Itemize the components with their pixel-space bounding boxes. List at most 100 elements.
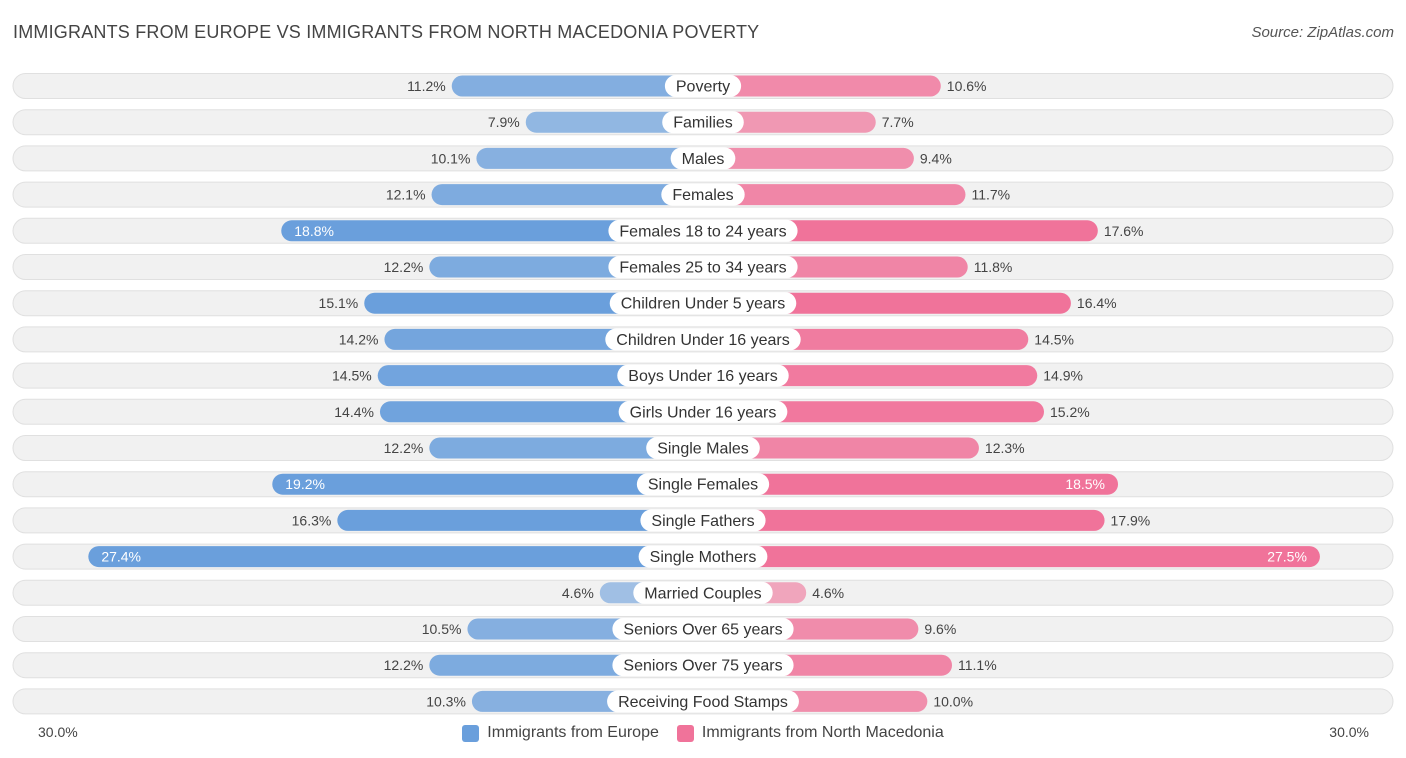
chart-legend: Immigrants from Europe Immigrants from N… (0, 722, 1406, 744)
value-label-north-macedonia-children-under-16-years: 14.5% (1034, 331, 1074, 347)
value-label-europe-males: 10.1% (431, 150, 471, 166)
value-label-north-macedonia-single-males: 12.3% (985, 440, 1025, 456)
category-pill-seniors-over-75-years (612, 654, 794, 677)
category-pill-boys-under-16-years (617, 364, 789, 387)
value-label-europe-single-mothers: 27.4% (101, 549, 141, 565)
value-label-north-macedonia-single-mothers: 27.5% (1267, 549, 1307, 565)
bar-north-macedonia-single-males (703, 437, 979, 459)
value-label-europe-married-couples: 4.6% (562, 585, 594, 601)
bar-north-macedonia-girls-under-16-years (703, 401, 1044, 423)
bar-north-macedonia-single-mothers (703, 546, 1320, 568)
bar-europe-single-females (272, 473, 703, 495)
bar-europe-males (476, 147, 703, 169)
bar-europe-single-fathers (337, 509, 703, 531)
value-label-europe-girls-under-16-years: 14.4% (334, 404, 374, 420)
value-label-europe-children-under-5-years: 15.1% (319, 295, 359, 311)
bar-europe-single-mothers (88, 546, 704, 568)
category-label-married-couples: Married Couples (644, 585, 761, 602)
category-pill-families (662, 111, 744, 134)
bar-north-macedonia-single-females (703, 473, 1119, 495)
value-label-north-macedonia-single-females: 18.5% (1065, 476, 1105, 492)
value-label-europe-single-males: 12.2% (384, 440, 424, 456)
legend-item-europe[interactable]: Immigrants from Europe (462, 724, 659, 742)
value-label-north-macedonia-females-25-to-34-years: 11.8% (974, 259, 1013, 275)
legend-item-north-macedonia[interactable]: Immigrants from North Macedonia (676, 724, 944, 742)
bar-europe-families (525, 111, 703, 133)
value-label-north-macedonia-males: 9.4% (920, 150, 952, 166)
category-pill-children-under-5-years (609, 292, 797, 315)
value-label-europe-single-fathers: 16.3% (292, 512, 332, 528)
legend-swatch-north-macedonia (676, 724, 694, 742)
legend-label-europe: Immigrants from Europe (487, 724, 659, 741)
category-label-single-females: Single Females (648, 477, 758, 494)
category-pill-single-mothers (638, 545, 768, 568)
category-label-single-mothers: Single Mothers (650, 549, 757, 566)
category-label-boys-under-16-years: Boys Under 16 years (628, 368, 777, 385)
bar-europe-females-18-to-24-years (281, 220, 703, 242)
bar-north-macedonia-children-under-5-years (703, 292, 1071, 314)
category-label-seniors-over-75-years: Seniors Over 75 years (623, 658, 782, 675)
bar-europe-females (431, 184, 703, 206)
value-label-north-macedonia-boys-under-16-years: 14.9% (1043, 368, 1083, 384)
bar-europe-poverty (451, 75, 703, 97)
value-label-north-macedonia-married-couples: 4.6% (812, 585, 844, 601)
value-label-europe-poverty: 11.2% (407, 78, 446, 94)
value-label-europe-females-18-to-24-years: 18.8% (294, 223, 334, 239)
chart-source: Source: ZipAtlas.com (1251, 24, 1394, 41)
category-pill-females-18-to-24-years (608, 219, 798, 242)
value-label-europe-children-under-16-years: 14.2% (339, 331, 379, 347)
bar-north-macedonia-poverty (703, 75, 941, 97)
category-label-females-18-to-24-years: Females 18 to 24 years (619, 223, 786, 240)
bar-europe-single-males (429, 437, 703, 459)
bar-north-macedonia-males (703, 147, 914, 169)
category-pill-males (670, 147, 736, 170)
category-label-children-under-16-years: Children Under 16 years (616, 332, 789, 349)
value-label-north-macedonia-families: 7.7% (882, 114, 914, 130)
legend-swatch-europe (462, 724, 480, 742)
bar-north-macedonia-females-18-to-24-years (703, 220, 1098, 242)
value-label-north-macedonia-poverty: 10.6% (947, 78, 987, 94)
value-label-europe-single-females: 19.2% (285, 476, 325, 492)
value-label-north-macedonia-girls-under-16-years: 15.2% (1050, 404, 1090, 420)
axis-label-right: 30.0% (1329, 724, 1369, 740)
value-label-europe-seniors-over-65-years: 10.5% (422, 621, 462, 637)
value-label-europe-females-25-to-34-years: 12.2% (384, 259, 424, 275)
category-label-single-fathers: Single Fathers (651, 513, 754, 530)
category-pill-single-fathers (640, 509, 766, 532)
axis-label-left: 30.0% (38, 724, 78, 740)
category-pill-seniors-over-65-years (612, 618, 794, 640)
category-label-seniors-over-65-years: Seniors Over 65 years (623, 622, 782, 639)
category-pill-married-couples (633, 581, 773, 604)
value-label-north-macedonia-females-18-to-24-years: 17.6% (1104, 223, 1144, 239)
category-label-females-25-to-34-years: Females 25 to 34 years (619, 260, 786, 277)
category-pill-receiving-food-stamps (607, 690, 799, 713)
category-pill-females (661, 183, 745, 206)
value-label-north-macedonia-seniors-over-75-years: 11.1% (958, 657, 997, 673)
category-pill-poverty (664, 75, 742, 97)
value-label-europe-females: 12.1% (386, 187, 426, 203)
category-pill-females-25-to-34-years (608, 256, 798, 278)
bar-north-macedonia-single-fathers (703, 509, 1105, 531)
category-pill-single-females (636, 473, 770, 496)
value-label-north-macedonia-single-fathers: 17.9% (1111, 512, 1151, 528)
bar-north-macedonia-families (703, 111, 876, 133)
category-pill-single-males (646, 437, 760, 459)
value-label-europe-seniors-over-75-years: 12.2% (384, 657, 424, 673)
category-label-poverty: Poverty (676, 79, 730, 96)
legend-label-north-macedonia: Immigrants from North Macedonia (701, 724, 944, 741)
value-label-north-macedonia-receiving-food-stamps: 10.0% (933, 693, 973, 709)
value-label-europe-boys-under-16-years: 14.5% (332, 368, 372, 384)
category-label-receiving-food-stamps: Receiving Food Stamps (618, 694, 788, 711)
category-label-children-under-5-years: Children Under 5 years (621, 296, 786, 313)
chart-plot: 11.2% 10.6% Poverty 7.9% 7.7% Families 10.1% 9.… (12, 73, 1394, 715)
value-label-north-macedonia-seniors-over-65-years: 9.6% (924, 621, 956, 637)
category-label-single-males: Single Males (657, 441, 749, 458)
category-label-girls-under-16-years: Girls Under 16 years (630, 404, 777, 421)
chart-title: IMMIGRANTS FROM EUROPE VS IMMIGRANTS FRO… (13, 22, 760, 42)
category-label-females: Females (672, 187, 733, 204)
value-label-north-macedonia-females: 11.7% (971, 187, 1010, 203)
category-label-families: Families (673, 115, 733, 132)
bar-north-macedonia-females (703, 184, 966, 206)
value-label-north-macedonia-children-under-5-years: 16.4% (1077, 295, 1117, 311)
value-label-europe-families: 7.9% (488, 114, 520, 130)
